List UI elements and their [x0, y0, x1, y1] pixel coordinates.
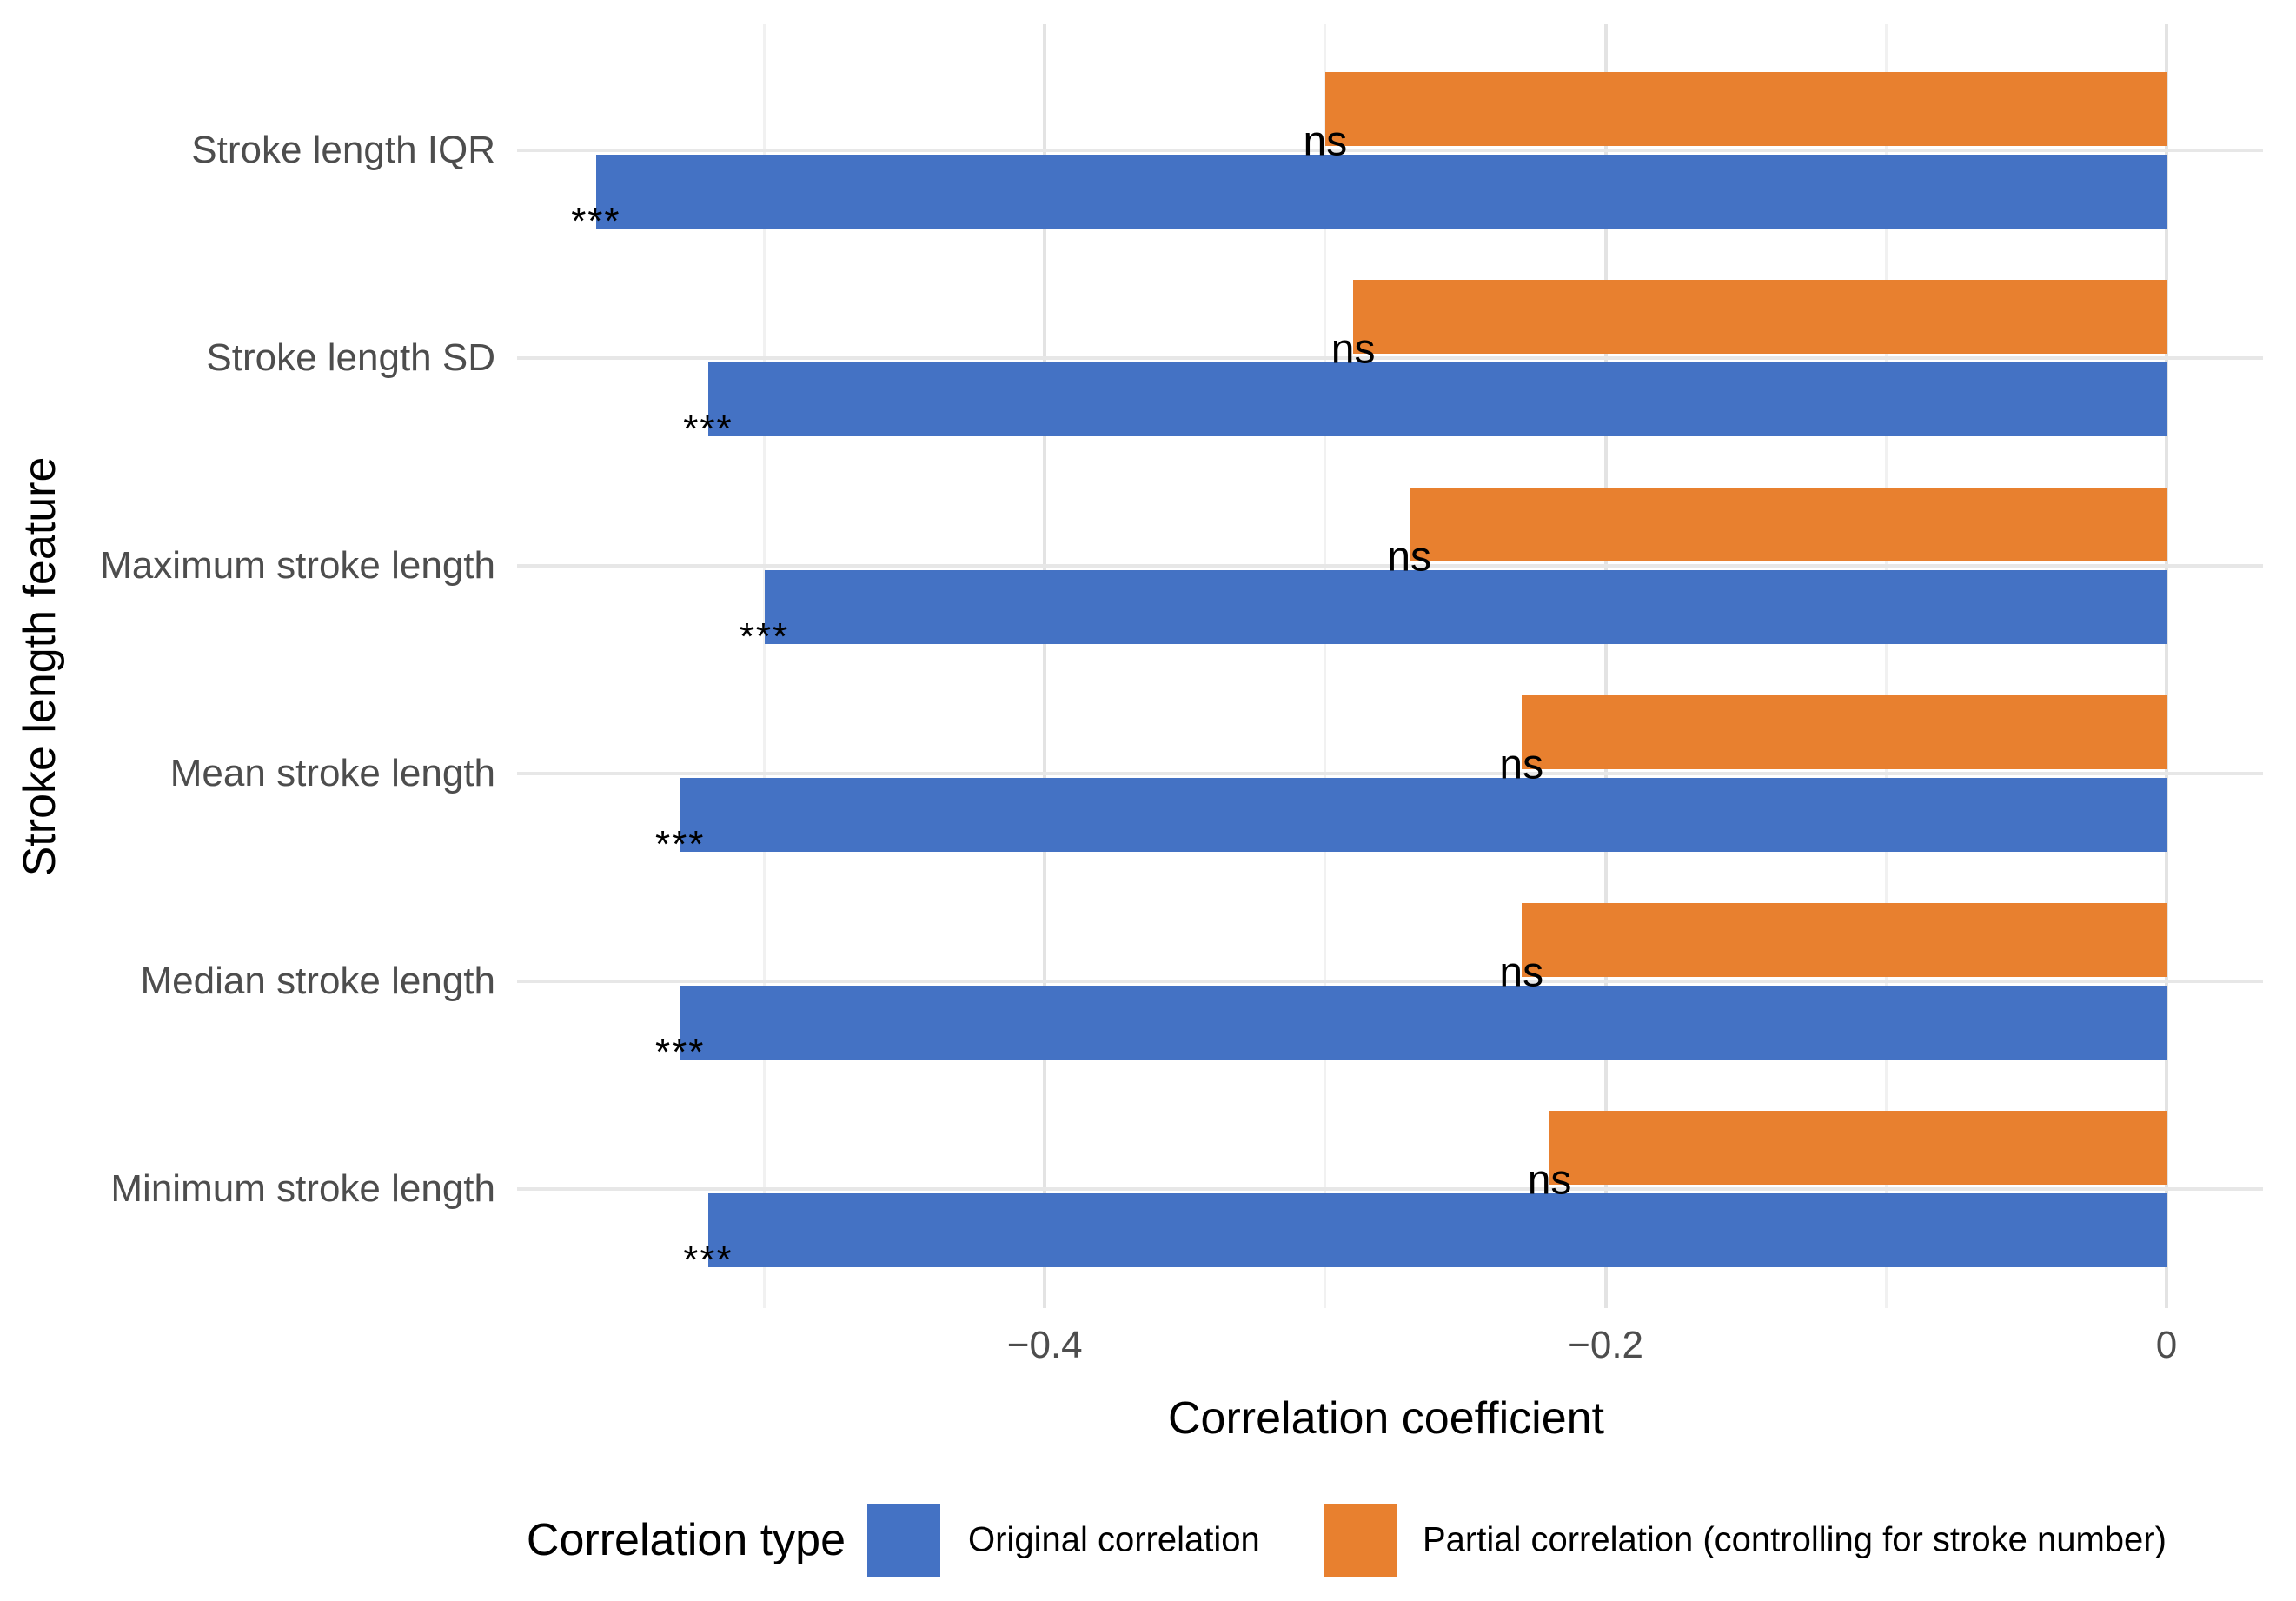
- y-axis-title: Stroke length feature: [15, 456, 65, 877]
- x-axis-title: Correlation coefficient: [1168, 1393, 1604, 1444]
- category-gridline: [517, 1187, 2263, 1191]
- significance-label: ns: [1499, 741, 1544, 788]
- bar-partial: [1521, 695, 2167, 769]
- significance-label: ***: [655, 823, 706, 866]
- significance-label: ***: [655, 1031, 706, 1073]
- category-label: Stroke length SD: [206, 336, 495, 379]
- significance-label: ns: [1303, 118, 1348, 165]
- significance-label: ***: [739, 615, 790, 658]
- bar-partial: [1324, 72, 2167, 146]
- x-tick-label: −0.2: [1568, 1324, 1644, 1366]
- significance-label: ns: [1527, 1157, 1572, 1204]
- x-tick-label: −0.4: [1006, 1324, 1083, 1366]
- legend-title: Correlation type: [526, 1515, 846, 1565]
- major-gridline: [2165, 24, 2168, 1308]
- major-gridline: [1603, 24, 1608, 1308]
- significance-label: ***: [683, 1239, 733, 1281]
- bar-partial: [1409, 488, 2167, 561]
- significance-label: ***: [683, 408, 733, 450]
- legend-swatch: [1324, 1504, 1397, 1577]
- category-label: Maximum stroke length: [100, 544, 495, 587]
- minor-gridline: [763, 24, 766, 1308]
- significance-label: ns: [1499, 949, 1544, 996]
- bar-partial: [1353, 280, 2167, 354]
- bar-original: [680, 778, 2167, 852]
- category-label: Minimum stroke length: [110, 1167, 495, 1210]
- category-label: Stroke length IQR: [191, 129, 495, 171]
- category-gridline: [517, 772, 2263, 775]
- legend-item-label: Original correlation: [968, 1520, 1260, 1559]
- bar-partial: [1549, 1111, 2167, 1185]
- x-tick-label: 0: [2155, 1324, 2178, 1366]
- significance-label: ***: [571, 200, 621, 242]
- bar-original: [764, 570, 2167, 644]
- category-label: Mean stroke length: [169, 752, 495, 794]
- category-label: Median stroke length: [140, 960, 495, 1002]
- category-gridline: [517, 564, 2263, 568]
- category-gridline: [517, 980, 2263, 983]
- legend-item-label: Partial correlation (controlling for str…: [1423, 1520, 2167, 1559]
- category-gridline: [517, 356, 2263, 360]
- minor-gridline: [1324, 24, 1327, 1308]
- significance-label: ns: [1330, 326, 1376, 373]
- bar-original: [680, 986, 2167, 1060]
- bar-original: [595, 155, 2167, 229]
- bar-original: [707, 1193, 2167, 1267]
- bar-partial: [1521, 903, 2167, 977]
- category-gridline: [517, 149, 2263, 152]
- legend-swatch: [867, 1504, 940, 1577]
- minor-gridline: [1884, 24, 1888, 1308]
- bar-original: [707, 362, 2167, 436]
- significance-label: ns: [1387, 534, 1432, 581]
- major-gridline: [1043, 24, 1047, 1308]
